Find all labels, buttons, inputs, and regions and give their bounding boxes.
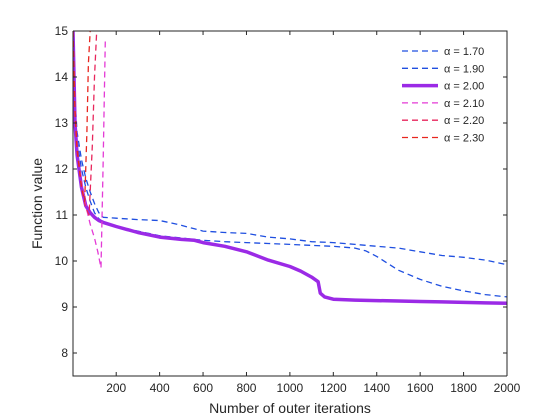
y-tick-label: 14 [55, 70, 69, 84]
x-tick-label: 1000 [277, 381, 304, 395]
y-axis-title: Function value [29, 158, 45, 249]
ticks-layer: 200 400 600 800 1000 1200 1400 1600 1800 2000 8 9 10… [55, 24, 521, 395]
x-tick-label: 1800 [450, 381, 477, 395]
plot-area [73, 31, 507, 376]
x-tick-label: 2000 [494, 381, 521, 395]
x-tick-label: 1600 [407, 381, 434, 395]
series-line-6 [73, 31, 91, 202]
series-layer [73, 31, 507, 306]
series-line-2 [73, 31, 507, 298]
y-tick-label: 15 [55, 24, 69, 38]
x-tick-label: 400 [150, 381, 170, 395]
legend-label-2: α = 1.90 [444, 63, 484, 75]
y-tick-label: 13 [55, 116, 69, 130]
x-tick-label: 1200 [320, 381, 347, 395]
series-line-1 [73, 31, 507, 266]
legend-label-5: α = 2.20 [444, 115, 484, 127]
y-tick-label: 10 [55, 254, 69, 268]
y-tick-label: 11 [56, 208, 69, 222]
series-line-3 [73, 31, 507, 306]
y-tick-label: 8 [61, 346, 68, 360]
legend-label-3: α = 2.00 [444, 81, 484, 93]
y-tick-label: 9 [61, 300, 68, 314]
legend: α = 1.70 α = 1.90 α = 2.00 α = 2.10 α = 2.20… [402, 46, 484, 145]
x-tick-label: 600 [193, 381, 213, 395]
x-axis-title: Number of outer iterations [209, 400, 371, 416]
legend-label-6: α = 2.30 [444, 133, 484, 145]
legend-label-1: α = 1.70 [444, 46, 484, 58]
series-line-4 [73, 31, 106, 269]
x-tick-label: 800 [236, 381, 256, 395]
legend-label-4: α = 2.10 [444, 98, 484, 110]
x-tick-label: 200 [106, 381, 126, 395]
x-tick-label: 1400 [363, 381, 390, 395]
y-tick-label: 12 [55, 162, 69, 176]
